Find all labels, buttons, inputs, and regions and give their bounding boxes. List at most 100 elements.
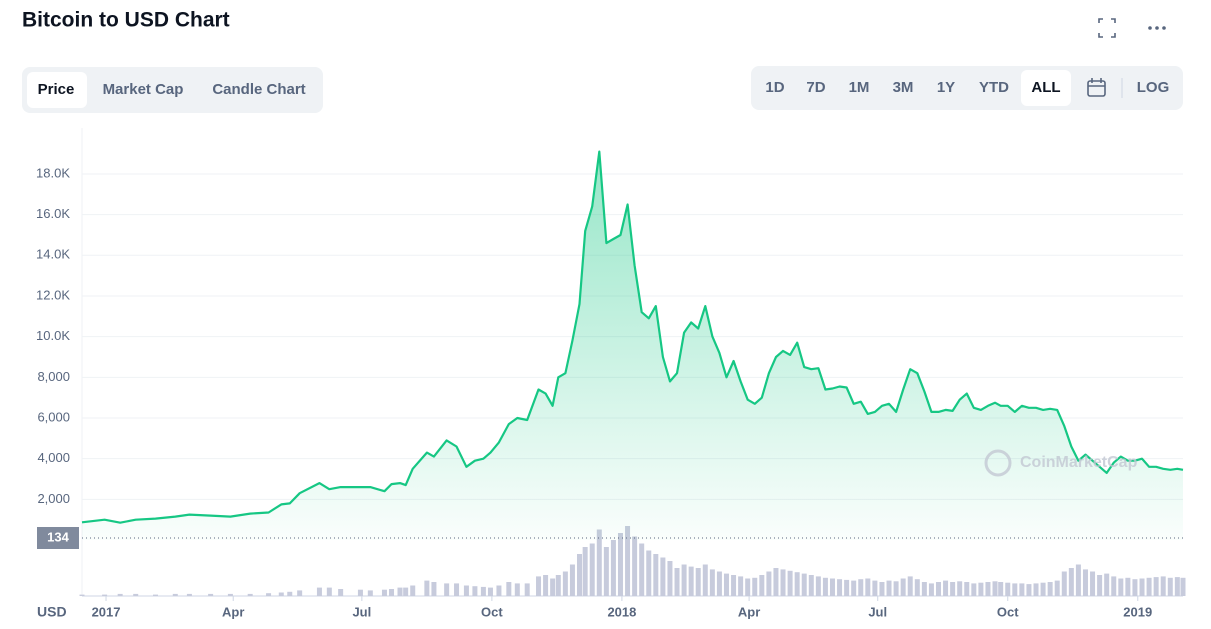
- volume-bar: [506, 582, 512, 596]
- volume-bar: [752, 577, 758, 596]
- range-button[interactable]: 7D: [806, 79, 825, 96]
- volume-bar: [227, 593, 233, 596]
- active-range: [1021, 70, 1071, 106]
- volume-bar: [102, 594, 108, 596]
- volume-bar: [582, 547, 588, 596]
- volume-bar: [1047, 582, 1053, 596]
- volume-bar: [702, 564, 708, 596]
- x-tick-label: Apr: [222, 604, 244, 619]
- volume-bar: [1061, 571, 1067, 596]
- volume-bar: [639, 543, 645, 596]
- volume-bar: [297, 590, 303, 596]
- volume-bar: [681, 564, 687, 596]
- range-bar: [751, 66, 1183, 110]
- volume-bar: [152, 594, 158, 596]
- range-button[interactable]: 1D: [765, 79, 784, 96]
- volume-bar: [1090, 571, 1096, 596]
- tab[interactable]: Candle Chart: [212, 81, 305, 98]
- calendar-icon[interactable]: [1087, 78, 1106, 97]
- range-button[interactable]: 3M: [893, 79, 914, 96]
- volume-bar: [660, 557, 666, 596]
- volume-bar: [381, 589, 387, 596]
- volume-bar: [1026, 584, 1032, 596]
- volume-bar: [496, 585, 502, 596]
- volume-bar: [555, 575, 561, 596]
- tab[interactable]: Market Cap: [103, 81, 184, 98]
- volume-bar: [978, 582, 984, 596]
- volume-bar: [463, 585, 469, 596]
- volume-bar: [266, 593, 272, 596]
- volume-bar: [695, 568, 701, 596]
- volume-bar: [1082, 569, 1088, 596]
- price-marker-box: [37, 527, 79, 549]
- volume-bar: [716, 571, 722, 596]
- volume-bar: [1167, 577, 1173, 596]
- volume-bar: [172, 593, 178, 596]
- volume-bar: [943, 580, 949, 596]
- volume-bar: [745, 578, 751, 596]
- more-icon[interactable]: [1148, 26, 1166, 30]
- title: Bitcoin to USD Chart: [22, 9, 230, 32]
- fullscreen-icon[interactable]: [1098, 18, 1116, 38]
- range-button[interactable]: YTD: [979, 79, 1009, 96]
- volume-bar: [780, 569, 786, 596]
- volume-bar: [844, 579, 850, 596]
- volume-bar: [117, 593, 123, 596]
- volume-bar: [928, 583, 934, 596]
- volume-bar: [514, 583, 520, 596]
- volume-bar: [858, 579, 864, 596]
- volume-bar: [1160, 576, 1166, 596]
- volume-bar: [794, 572, 800, 596]
- x-tick-label: Jul: [352, 604, 371, 619]
- volume-bar: [632, 536, 638, 596]
- volume-bar: [950, 582, 956, 596]
- volume-bar: [886, 580, 892, 596]
- volume-bar: [1097, 575, 1103, 596]
- volume-bar: [815, 576, 821, 596]
- volume-bar: [603, 547, 609, 596]
- volume-bar: [1019, 583, 1025, 596]
- volume-bar: [596, 529, 602, 596]
- volume-bar: [287, 591, 293, 596]
- volume-bar: [431, 582, 437, 596]
- volume-bar: [1153, 577, 1159, 596]
- volume-bar: [576, 554, 582, 596]
- y-tick-label: 12.0K: [36, 287, 70, 302]
- volume-bar: [646, 550, 652, 596]
- volume-bar: [653, 554, 659, 596]
- log-button[interactable]: LOG: [1137, 79, 1170, 96]
- volume-bar: [738, 576, 744, 596]
- volume-bar: [837, 579, 843, 596]
- volume-bar: [625, 526, 631, 596]
- volume-bar: [723, 573, 729, 596]
- volume-bar: [397, 587, 403, 596]
- range-button[interactable]: ALL: [1031, 79, 1060, 96]
- x-tick-label: Apr: [738, 604, 760, 619]
- volume-bar: [444, 583, 450, 596]
- volume-bar: [247, 593, 253, 596]
- volume-bar: [454, 583, 460, 596]
- volume-bar: [893, 581, 899, 596]
- x-tick-label: 2017: [92, 604, 121, 619]
- y-tick-label: 6,000: [37, 409, 70, 424]
- volume-bar: [801, 573, 807, 596]
- volume-bar: [1040, 582, 1046, 596]
- volume-bar: [759, 575, 765, 596]
- volume-bar: [1125, 577, 1131, 596]
- volume-bar: [872, 580, 878, 596]
- volume-bar: [971, 583, 977, 596]
- range-button[interactable]: 1M: [849, 79, 870, 96]
- y-tick-label: 2,000: [37, 491, 70, 506]
- volume-bar: [524, 583, 530, 596]
- volume-bar: [133, 593, 139, 596]
- y-tick-label: 10.0K: [36, 328, 70, 343]
- volume-bar: [389, 589, 395, 596]
- volume-bar: [808, 575, 814, 596]
- tab[interactable]: Price: [38, 81, 75, 98]
- volume-bar: [536, 576, 542, 596]
- volume-bar: [731, 575, 737, 596]
- volume-bar: [879, 582, 885, 596]
- range-button[interactable]: 1Y: [937, 79, 955, 96]
- y-tick-label: 14.0K: [36, 247, 70, 262]
- volume-bar: [1054, 580, 1060, 596]
